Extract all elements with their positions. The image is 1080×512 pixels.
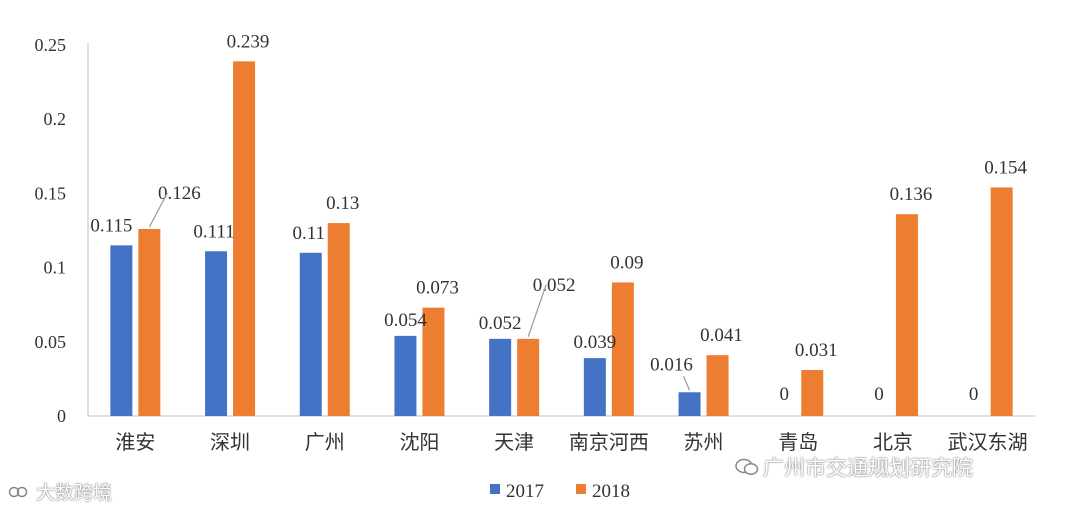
data-label-2017: 0.111: [193, 221, 234, 242]
x-category-label: 淮安: [115, 430, 155, 454]
data-label-2017: 0: [780, 384, 790, 405]
x-category-label: 北京: [873, 430, 913, 454]
bars: [110, 61, 1013, 416]
y-tick-label: 0.1: [44, 258, 67, 278]
bar-2017: [299, 252, 322, 416]
data-label-2018: 0.154: [984, 157, 1027, 178]
watermark-logo-icon: [8, 486, 28, 497]
watermark-left-text: 大数跨境: [36, 482, 113, 504]
x-category-label: 青岛: [778, 430, 818, 454]
y-tick-label: 0.25: [35, 35, 67, 55]
data-label-2018: 0.126: [158, 183, 201, 204]
x-category-label: 武汉东湖: [948, 430, 1028, 454]
y-tick-label: 0.15: [35, 183, 67, 203]
bar-2017: [583, 358, 606, 416]
leader-line: [527, 284, 547, 338]
legend: 2017 2018: [490, 481, 630, 502]
data-label-2017: 0: [874, 384, 884, 405]
data-label-2017: 0: [969, 384, 979, 405]
legend-swatch-2018: [576, 484, 586, 494]
y-tick-label: 0: [57, 406, 66, 426]
legend-swatch-2017: [490, 484, 500, 494]
data-label-2018: 0.031: [795, 340, 838, 361]
x-category-label: 天津: [494, 430, 534, 454]
watermark-right-text: 广州市交通规划研究院: [763, 456, 973, 480]
x-category-label: 深圳: [210, 430, 250, 454]
data-label-2017: 0.11: [292, 223, 325, 244]
bar-2017: [489, 338, 512, 416]
data-label-2018: 0.052: [533, 275, 576, 296]
bar-2018: [611, 282, 634, 416]
data-labels: 0.115 0.126 0.111 0.239 0.110.13 0.054 0.073 0.…: [90, 31, 1027, 405]
bar-2018: [138, 229, 161, 416]
x-category-label: 南京河西: [569, 430, 649, 454]
data-label-2018: 0.09: [610, 252, 643, 273]
bar-2018: [801, 369, 824, 416]
x-category-label: 广州: [305, 430, 345, 454]
data-label-2017: 0.039: [573, 332, 616, 353]
data-label-2018: 0.073: [416, 278, 459, 299]
bar-2018: [895, 214, 918, 416]
data-label-2017: 0.016: [650, 354, 693, 375]
watermark-left: 大数跨境: [8, 478, 112, 505]
bar-2018: [233, 61, 256, 416]
leader-line: [148, 192, 168, 228]
y-tick-label: 0.2: [44, 109, 67, 129]
data-label-2018: 0.239: [227, 31, 270, 52]
bar-2018: [327, 223, 350, 416]
x-axis: 淮安 深圳 广州 沈阳 天津 南京河西 苏州 青岛 北京 武汉东湖: [88, 415, 1035, 454]
data-label-2018: 0.136: [890, 184, 933, 205]
data-label-2017: 0.115: [90, 215, 132, 236]
data-label-2017: 0.052: [479, 313, 522, 334]
y-tick-label: 0.05: [35, 332, 67, 352]
bar-2018: [517, 338, 540, 416]
bar-2017: [394, 335, 417, 416]
bar-2017: [678, 392, 701, 416]
leader-line: [682, 376, 691, 391]
bar-2018: [706, 355, 729, 416]
legend-label-2017: 2017: [506, 481, 544, 502]
data-label-2018: 0.041: [700, 325, 743, 346]
data-label-2018: 0.13: [326, 193, 359, 214]
x-category-label: 苏州: [684, 430, 724, 454]
legend-label-2018: 2018: [592, 481, 630, 502]
bar-2018: [990, 187, 1013, 416]
watermark-right: 广州市交通规划研究院: [735, 452, 973, 482]
wechat-icon: [735, 458, 759, 475]
bar-2017: [205, 251, 228, 416]
y-axis: 0 0.05 0.1 0.15 0.2 0.25: [35, 35, 89, 426]
data-label-2017: 0.054: [384, 310, 427, 331]
x-category-label: 沈阳: [399, 430, 439, 454]
bar-2018: [422, 307, 445, 416]
bar-2017: [110, 245, 133, 416]
